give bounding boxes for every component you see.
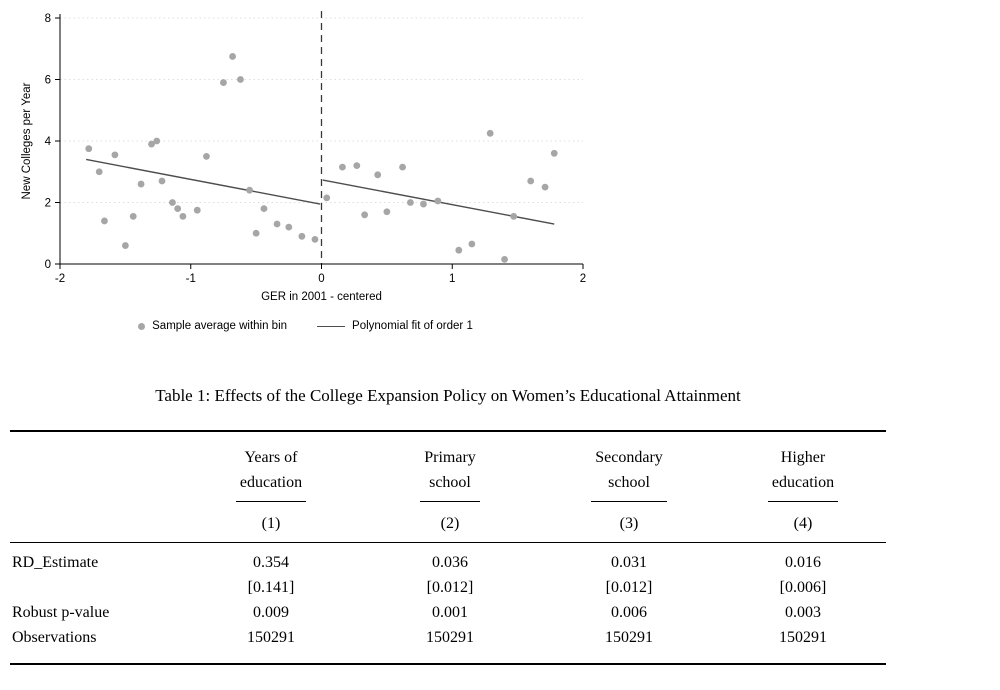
rd-plot-svg: 0 2 4 6 8 -2 -1 0 1 2 GER in 2001 - centered New Co… (21, 11, 586, 303)
row-label: Observations (12, 628, 97, 646)
legend-label-scatter: Sample average within bin (152, 320, 288, 332)
row-label: Robust p-value (12, 603, 110, 621)
scatter-marker-icon (138, 322, 146, 330)
row-robust-pvalue: Robust p-value 0.009 0.001 0.006 0.003 (10, 600, 886, 625)
row-label: RD_Estimate (12, 553, 99, 571)
header-spacer (10, 431, 180, 503)
row-rd-estimate: RD_Estimate 0.354 0.036 0.031 0.016 (10, 542, 886, 575)
cell-value: [0.012] (426, 578, 474, 596)
results-table: Years of education Primary school Secondar… (10, 430, 886, 665)
table-section: Table 1: Effects of the College Expansio… (10, 386, 886, 665)
cell-value: [0.006] (779, 578, 827, 596)
svg-text:0: 0 (318, 273, 324, 285)
svg-text:New Colleges per Year: New Colleges per Year (21, 82, 33, 199)
table-title: Table 1: Effects of the College Expansio… (155, 386, 741, 405)
svg-text:GER in 2001 - centered: GER in 2001 - centered (261, 291, 382, 303)
column-header-row: Years of education Primary school Secondar… (10, 431, 886, 503)
row-label (10, 575, 180, 600)
cell-value: 0.006 (611, 603, 647, 621)
cell-value: 0.016 (785, 553, 821, 571)
line-marker-icon (317, 325, 346, 327)
svg-text:-2: -2 (55, 273, 65, 285)
column-number-row: (1) (2) (3) (4) (10, 502, 886, 543)
number-spacer (10, 502, 180, 543)
cell-value: 150291 (426, 628, 474, 646)
svg-text:1: 1 (449, 273, 455, 285)
svg-text:2: 2 (580, 273, 586, 285)
row-rd-estimate-se: [0.141] [0.012] [0.012] [0.006] (10, 575, 886, 600)
legend-item-scatter: Sample average within bin (138, 320, 287, 332)
svg-text:2: 2 (45, 198, 51, 210)
row-observations: Observations 150291 150291 150291 150291 (10, 625, 886, 664)
col-header-secondary-school: Secondary school (538, 431, 720, 503)
cell-value: 0.009 (253, 603, 289, 621)
svg-text:-1: -1 (186, 273, 196, 285)
col-number-2: (2) (362, 502, 538, 543)
col-header-higher-education: Higher education (720, 431, 886, 503)
rd-figure: 0 2 4 6 8 -2 -1 0 1 2 GER in 2001 - centered New Co… (18, 6, 593, 332)
cell-value: 0.003 (785, 603, 821, 621)
cell-value: [0.012] (605, 578, 653, 596)
col-number-1: (1) (180, 502, 362, 543)
legend-label-line: Polynomial fit of order 1 (352, 320, 473, 332)
cell-value: 150291 (605, 628, 653, 646)
cell-value: 150291 (247, 628, 295, 646)
svg-text:6: 6 (45, 75, 51, 87)
cell-value: [0.141] (247, 578, 295, 596)
cell-value: 0.001 (432, 603, 468, 621)
cell-value: 0.354 (253, 553, 289, 571)
col-number-3: (3) (538, 502, 720, 543)
col-number-4: (4) (720, 502, 886, 543)
legend-item-line: Polynomial fit of order 1 (317, 320, 473, 332)
cell-value: 0.031 (611, 553, 647, 571)
chart-legend: Sample average within bin Polynomial fit… (18, 320, 593, 332)
cell-value: 150291 (779, 628, 827, 646)
col-header-primary-school: Primary school (362, 431, 538, 503)
svg-text:8: 8 (45, 13, 51, 25)
cell-value: 0.036 (432, 553, 468, 571)
svg-text:0: 0 (45, 259, 51, 271)
svg-text:4: 4 (45, 136, 52, 148)
col-header-years-of-education: Years of education (180, 431, 362, 503)
